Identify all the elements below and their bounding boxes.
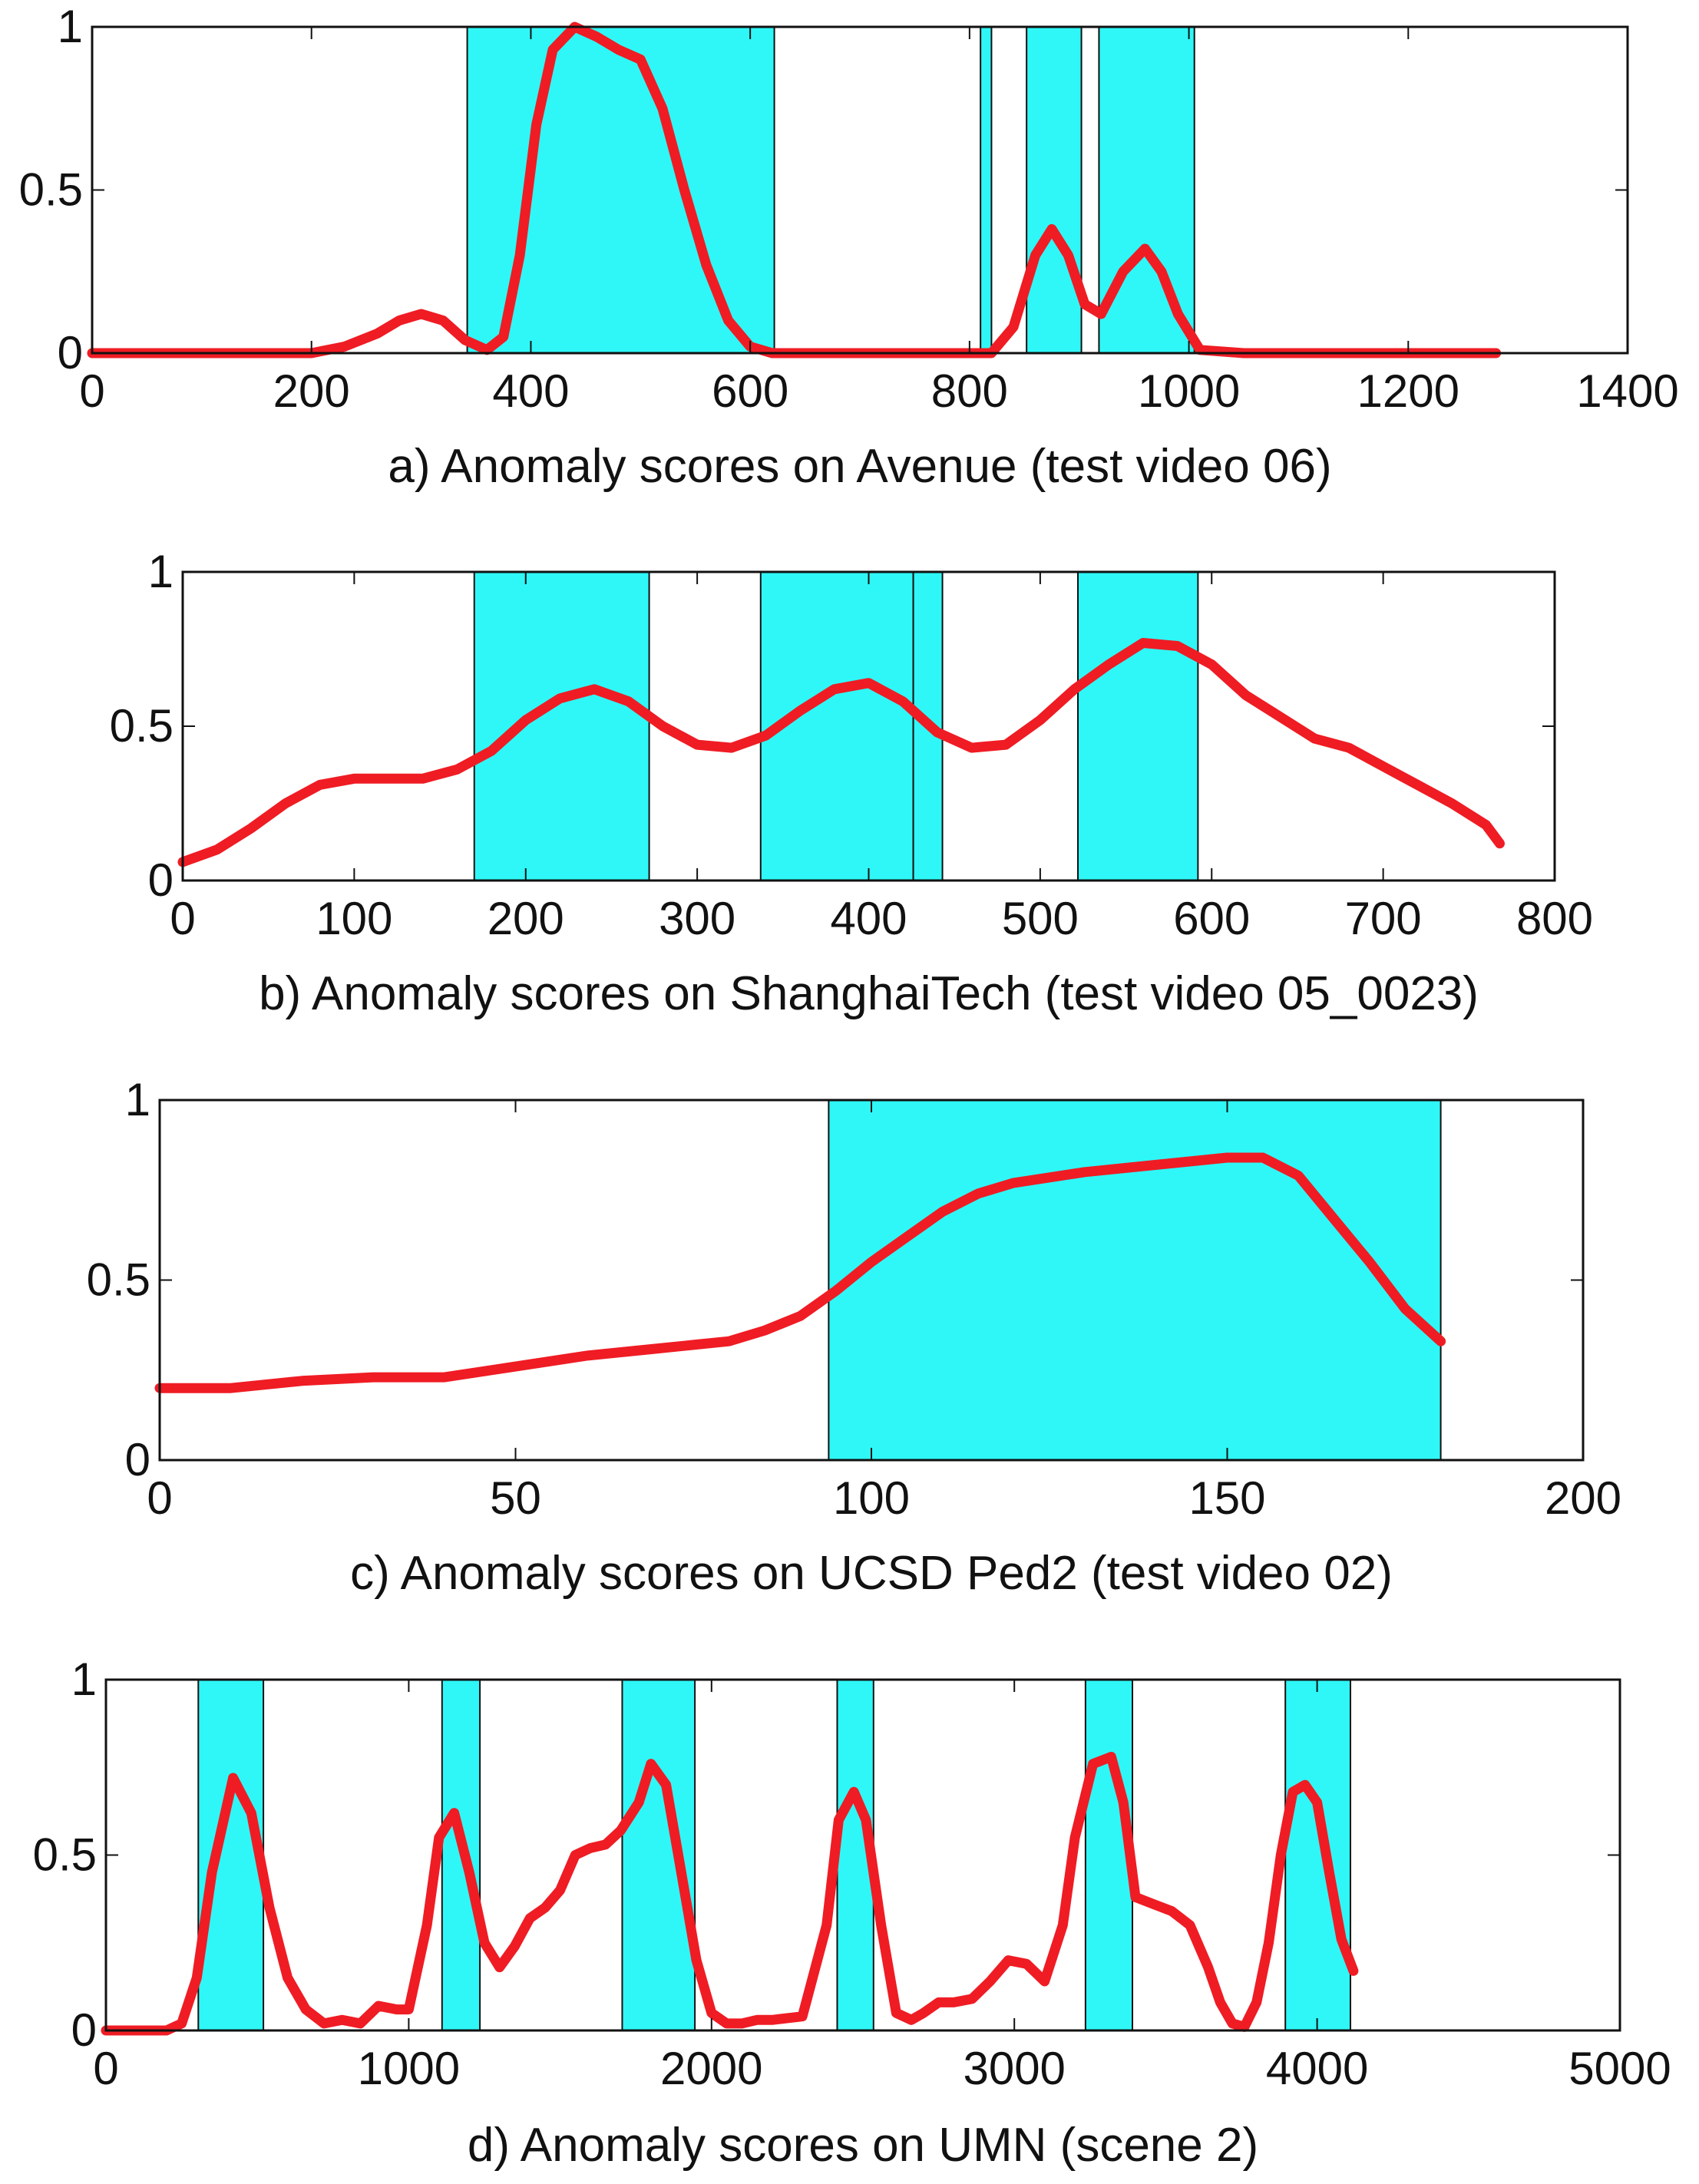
y-tick-label: 0	[148, 854, 174, 906]
x-tick-label: 500	[1002, 893, 1079, 944]
x-tick-labels: 0 200 400 600 800 1000 1200 1400	[79, 365, 1678, 417]
x-tick-label: 2000	[660, 2043, 762, 2094]
y-tick-labels: 00.51	[19, 1, 83, 378]
y-tick-labels: 00.51	[87, 1074, 150, 1485]
chart-panel-ucsd-ped2: 0 50 100 150 200 00.51 c) Anomaly scores on …	[87, 1074, 1621, 1600]
x-tick-label: 400	[492, 365, 569, 417]
x-tick-label: 1000	[358, 2043, 460, 2094]
y-tick-label: 1	[71, 1654, 97, 1705]
x-tick-label: 0	[147, 1472, 172, 1524]
x-tick-label: 3000	[963, 2043, 1065, 2094]
score-series	[177, 638, 1505, 867]
x-tick-label: 300	[659, 893, 735, 944]
x-tick-label: 600	[1173, 893, 1250, 944]
anomaly-region-6	[1284, 1679, 1351, 2031]
y-tick-label: 0	[58, 327, 83, 378]
y-tick-label: 1	[148, 546, 174, 597]
y-tick-labels: 00.51	[33, 1654, 97, 2056]
x-tick-label: 0	[93, 2043, 118, 2094]
x-tick-label: 150	[1188, 1472, 1265, 1524]
axis-ticks	[105, 1679, 1621, 2031]
x-tick-label: 5000	[1568, 2043, 1671, 2094]
x-tick-label: 1000	[1138, 365, 1240, 417]
anomaly-regions	[466, 26, 1195, 354]
anomaly-region-3	[1026, 26, 1083, 354]
plot-frame	[91, 25, 1629, 355]
x-tick-label: 100	[833, 1472, 910, 1524]
chart-title: c) Anomaly scores on UCSD Ped2 (test vid…	[350, 1547, 1393, 1600]
anomaly-region-5	[1084, 1679, 1134, 2031]
x-tick-label: 100	[316, 893, 392, 944]
y-tick-label: 0.5	[87, 1254, 150, 1306]
anomaly-region-1	[197, 1679, 265, 2031]
y-tick-label: 0.5	[19, 164, 83, 216]
x-tick-labels: 0 100 200 300 400 500 600 700 800	[170, 893, 1593, 944]
y-tick-label: 0	[71, 2004, 97, 2056]
anomaly-region-1	[473, 571, 650, 881]
y-tick-label: 0.5	[110, 700, 174, 752]
score-series	[87, 21, 1502, 358]
x-tick-label: 600	[712, 365, 788, 417]
x-tick-labels: 0 50 100 150 200	[147, 1472, 1621, 1524]
chart-title: d) Anomaly scores on UMN (scene 2)	[468, 2119, 1258, 2172]
axis-ticks	[182, 571, 1555, 881]
x-tick-label: 800	[931, 365, 1008, 417]
anomaly-region-3	[621, 1679, 696, 2031]
x-tick-label: 200	[1545, 1472, 1621, 1524]
x-tick-label: 4000	[1266, 2043, 1368, 2094]
anomaly-region-1	[828, 1099, 1442, 1461]
anomaly-score-line	[177, 638, 1505, 867]
x-tick-label: 0	[170, 893, 195, 944]
anomaly-score-line	[101, 1752, 1359, 2036]
x-tick-label: 200	[488, 893, 564, 944]
score-series	[101, 1752, 1359, 2036]
y-tick-label: 1	[58, 1, 83, 52]
anomaly-regions	[828, 1099, 1442, 1461]
anomaly-regions	[473, 571, 1199, 881]
x-tick-label: 1200	[1357, 365, 1459, 417]
chart-panel-shanghaitech: 0 100 200 300 400 500 600 700 800 00.51 b) Anoma…	[110, 546, 1593, 1020]
chart-panel-avenue: 0 200 400 600 800 1000 1200 1400 00.51 a) Anoma…	[19, 1, 1679, 493]
axis-ticks	[91, 26, 1628, 354]
x-tick-label: 50	[490, 1472, 541, 1524]
y-tick-label: 0	[125, 1434, 150, 1485]
anomaly-score-line	[87, 21, 1502, 358]
chart-title: a) Anomaly scores on Avenue (test video …	[388, 440, 1331, 493]
y-tick-label: 1	[125, 1074, 150, 1125]
chart-panel-umn: 0 1000 2000 3000 4000 5000 00.51 d) Anomaly s…	[33, 1654, 1671, 2172]
x-tick-label: 800	[1516, 893, 1593, 944]
axis-ticks	[159, 1099, 1584, 1461]
x-tick-labels: 0 1000 2000 3000 4000 5000	[93, 2043, 1671, 2094]
y-tick-label: 0.5	[33, 1829, 97, 1881]
x-tick-label: 400	[830, 893, 907, 944]
anomaly-region-4	[1077, 571, 1199, 881]
x-tick-label: 700	[1345, 893, 1422, 944]
chart-title: b) Anomaly scores on ShanghaiTech (test …	[259, 967, 1479, 1020]
anomaly-regions	[197, 1679, 1351, 2031]
anomaly-score-line	[154, 1152, 1446, 1393]
x-tick-label: 0	[79, 365, 104, 417]
score-series	[154, 1152, 1446, 1393]
anomaly-region-4	[1098, 26, 1195, 354]
anomaly-region-2	[980, 26, 993, 354]
y-tick-labels: 00.51	[110, 546, 174, 906]
x-tick-label: 200	[273, 365, 350, 417]
x-tick-label: 1400	[1576, 365, 1678, 417]
